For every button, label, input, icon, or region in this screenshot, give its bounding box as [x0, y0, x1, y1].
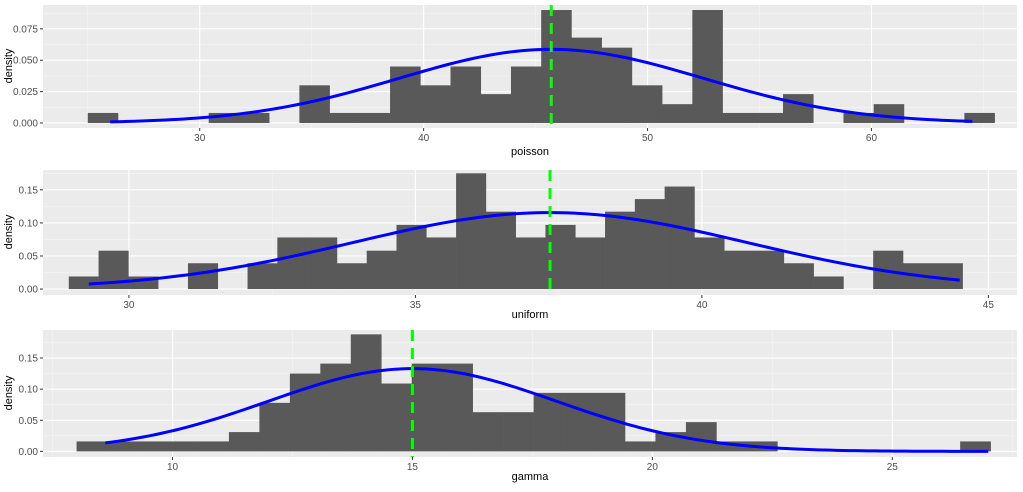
histogram-bar	[137, 441, 169, 452]
histogram-bar	[932, 263, 963, 290]
y-tick-label: 0.05	[19, 251, 39, 262]
y-tick-label: 0.10	[19, 385, 39, 396]
x-tick-label: 30	[123, 300, 135, 311]
x-tick-label: 35	[410, 300, 422, 311]
x-tick-label: 20	[647, 462, 659, 473]
histogram-bar	[515, 237, 546, 290]
histogram-bar	[456, 173, 487, 290]
histogram-bar	[187, 263, 219, 290]
histogram-bar	[228, 432, 260, 452]
y-axis-title: density	[3, 375, 15, 410]
histogram-bar	[813, 276, 844, 290]
x-tick-label: 30	[194, 133, 206, 144]
y-tick-label: 0.075	[13, 24, 38, 35]
histogram-bar	[247, 263, 278, 290]
histogram-bar	[722, 112, 754, 123]
x-tick-label: 60	[866, 133, 878, 144]
histogram-bar	[238, 112, 270, 123]
histogram-bar	[277, 237, 308, 290]
y-tick-label: 0.15	[19, 185, 39, 196]
histogram-bar	[420, 85, 451, 123]
histogram-bar	[664, 186, 695, 290]
histogram-bar	[485, 211, 516, 290]
normal-density-curve	[105, 367, 989, 453]
histogram-bar	[783, 94, 814, 123]
panel-gamma: 0.00 0.05 0.10 0.15 10 15 20 25 gamma density	[3, 330, 1017, 483]
y-tick-label: 0.00	[19, 285, 39, 296]
histogram-bar	[564, 392, 595, 452]
histogram-bar	[366, 250, 397, 290]
normal-density-curve	[88, 211, 960, 286]
x-tick-label: 45	[983, 300, 995, 311]
histogram-bar	[336, 263, 368, 290]
histogram-bar	[601, 47, 633, 123]
histogram-bar	[685, 422, 717, 452]
histogram-bar	[450, 66, 482, 123]
y-axis-title: density	[3, 214, 15, 249]
histogram-bar	[605, 211, 636, 290]
y-tick-label: 0.00	[19, 447, 39, 458]
x-axis-title: gamma	[512, 471, 550, 483]
histogram-bar	[631, 85, 663, 123]
histogram-bar	[752, 112, 784, 123]
x-tick-label: 15	[407, 462, 419, 473]
histogram-bar	[843, 112, 874, 123]
histogram-bar	[480, 94, 512, 123]
histogram-bar	[510, 66, 542, 123]
histogram-bar	[634, 199, 665, 290]
histogram-bar	[381, 383, 413, 452]
x-tick-label: 50	[642, 133, 654, 144]
histogram-bar	[350, 334, 382, 452]
histogram-bar	[964, 112, 995, 123]
histogram-bar	[662, 104, 693, 123]
x-tick-label: 25	[887, 462, 899, 473]
histogram-bar	[724, 250, 755, 290]
x-axis-title: uniform	[512, 309, 549, 321]
y-tick-label: 0.050	[13, 56, 38, 67]
y-tick-label: 0.10	[19, 218, 39, 229]
y-tick-label: 0.05	[19, 416, 39, 427]
normal-density-curve	[110, 47, 973, 124]
y-tick-label: 0.000	[13, 118, 38, 129]
histogram-bar	[873, 104, 905, 123]
histogram-bar	[442, 363, 473, 452]
histogram-bar	[960, 441, 991, 452]
x-axis-title: poisson	[511, 146, 549, 158]
y-axis-title: density	[3, 48, 15, 83]
histogram-bar	[259, 402, 291, 452]
histogram-bar	[107, 441, 138, 452]
histogram-bar	[329, 112, 361, 123]
y-tick-label: 0.15	[19, 354, 39, 365]
x-tick-label: 40	[696, 300, 708, 311]
histogram-bar	[198, 441, 230, 452]
histogram-bar	[426, 237, 457, 290]
x-tick-label: 40	[418, 133, 430, 144]
histogram-bar	[625, 441, 656, 452]
x-tick-label: 10	[167, 462, 179, 473]
histogram-bar	[694, 237, 725, 290]
histogram-bar	[87, 112, 119, 123]
histogram-bar	[541, 10, 572, 123]
panel-uniform: 0.00 0.05 0.10 0.15 30 35 40 45 uniform density	[3, 170, 1017, 321]
histogram-bar	[396, 224, 427, 290]
histogram-bar	[68, 276, 99, 290]
histogram-bar	[575, 237, 606, 290]
histogram-bar	[307, 237, 338, 290]
histogram-bar	[76, 441, 108, 452]
histogram-bar	[754, 250, 785, 290]
panel-poisson: 0.000 0.025 0.050 0.075 30 40 50 60 poisson densi…	[3, 5, 1017, 158]
histogram-bar	[167, 441, 199, 452]
histogram-bar	[208, 112, 240, 123]
y-tick-label: 0.025	[13, 87, 38, 98]
histogram-bar	[692, 10, 723, 123]
histogram-bar	[359, 112, 391, 123]
histogram-bar	[716, 441, 748, 452]
histogram-bar	[503, 412, 534, 452]
histogram-bar	[783, 263, 814, 290]
histogram-bar	[472, 412, 504, 452]
histogram-bar	[411, 363, 443, 452]
